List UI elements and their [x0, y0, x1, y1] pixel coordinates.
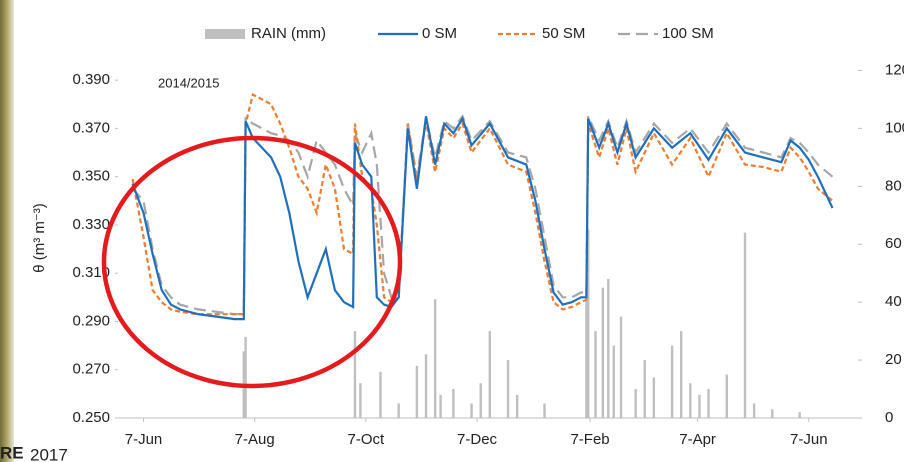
annotation: 2014/2015: [158, 75, 219, 90]
y-tick-label: 0.290: [72, 312, 110, 329]
y2-tick-label: 100: [885, 119, 904, 136]
x-tick-label: 7-Dec: [457, 431, 498, 448]
rain-bar: [753, 404, 755, 418]
y2-tick-label: 80: [885, 177, 902, 194]
rain-bar: [244, 337, 246, 418]
legend-label: RAIN (mm): [251, 25, 326, 42]
note-bold: RE: [0, 443, 24, 462]
rain-bar: [594, 331, 596, 418]
legend-label: 0 SM: [422, 25, 457, 42]
legend-label: 100 SM: [662, 25, 714, 42]
note: 2017: [30, 445, 68, 462]
legend-swatch: [205, 29, 245, 39]
rain-bar: [516, 395, 518, 418]
x-tick-label: 7-Jun: [125, 431, 163, 448]
rain-bar: [489, 331, 491, 418]
rain-bar: [726, 375, 728, 418]
rain-bar: [671, 346, 673, 418]
page: {"chart_data": { "type": "line", "annota…: [0, 0, 904, 462]
y2-tick-label: 120: [885, 61, 904, 78]
y-tick-label: 0.370: [72, 119, 110, 136]
rain-bar: [613, 346, 615, 418]
x-tick-label: 7-Jun: [790, 431, 828, 448]
y-tick-label: 0.350: [72, 168, 110, 185]
y-tick-label: 0.270: [72, 361, 110, 378]
x-tick-label: 7-Apr: [679, 431, 716, 448]
rain-bar: [425, 354, 427, 418]
y-tick-label: 0.330: [72, 216, 110, 233]
y-tick-label: 0.390: [72, 71, 110, 88]
chart: 2014/2015 θ (m³ m⁻³) RE 2017 0.250 0.270 0…: [0, 0, 904, 462]
rain-bar: [379, 372, 381, 418]
rain-bar: [416, 366, 418, 418]
rain-bar: [507, 360, 509, 418]
y2-tick-label: 60: [885, 235, 902, 252]
x-tick-label: 7-Feb: [570, 431, 609, 448]
rain-bar: [771, 409, 773, 418]
rain-bar: [698, 395, 700, 418]
rain-bar: [653, 377, 655, 418]
rain-bar: [452, 389, 454, 418]
rain-bar: [397, 404, 399, 418]
rain-bar: [480, 383, 482, 418]
rain-bar: [689, 383, 691, 418]
rain-bar: [354, 331, 356, 418]
x-tick-label: 7-Aug: [235, 431, 275, 448]
y2-tick-label: 20: [885, 351, 902, 368]
rain-bar: [607, 279, 609, 418]
legend-label: 50 SM: [542, 25, 585, 42]
rain-bar: [543, 404, 545, 418]
y2-tick-label: 40: [885, 293, 902, 310]
rain-bar: [634, 389, 636, 418]
rain-bar: [620, 317, 622, 418]
rain-bar: [644, 360, 646, 418]
rain-bar: [359, 383, 361, 418]
rain-bar: [470, 404, 472, 418]
y2-tick-label: 0: [885, 409, 893, 426]
rain-bar: [434, 299, 436, 418]
rain-bar: [707, 389, 709, 418]
rain-bar: [602, 288, 604, 418]
rain-bar: [744, 233, 746, 418]
y-axis-label: θ (m³ m⁻³): [31, 203, 48, 273]
y-tick-label: 0.250: [72, 409, 110, 426]
rain-bar: [439, 395, 441, 418]
rain-bar: [798, 412, 800, 418]
rain-bar: [680, 331, 682, 418]
x-tick-label: 7-Oct: [348, 431, 386, 448]
